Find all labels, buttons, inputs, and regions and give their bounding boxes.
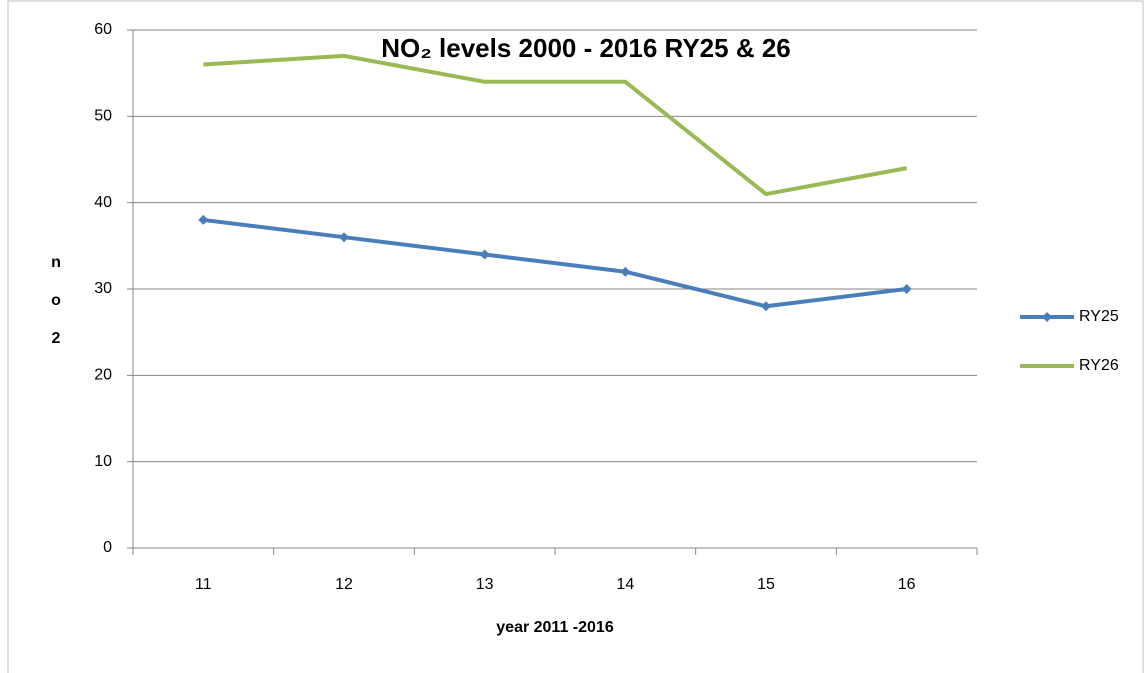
x-tick-label: 15 [757,576,775,593]
x-tick-label: 11 [195,576,212,593]
marker [339,232,349,243]
marker [198,214,209,225]
x-axis-label: year 2011 -2016 [496,619,614,636]
x-tick-label: 12 [335,576,353,593]
legend-label: RY26 [1079,357,1119,374]
marker [761,301,771,312]
y-tick-label: 10 [94,453,112,470]
marker [1042,312,1052,322]
legend-label: RY25 [1079,308,1119,325]
y-axis-label: no2 [51,254,61,347]
series-line [203,217,907,309]
series-line [203,53,908,197]
y-tick-label: 0 [103,539,112,556]
x-tick-label: 13 [476,576,494,593]
chart-title: NO₂ levels 2000 - 2016 RY25 & 26 [381,33,791,63]
marker [901,284,912,294]
y-tick-label: 20 [94,367,112,384]
marker [479,249,490,260]
x-tick-label: 14 [616,576,634,593]
x-tick-label: 16 [898,576,916,593]
y-tick-label: 40 [94,194,112,211]
y-tick-label: 30 [94,280,112,297]
marker [620,266,631,277]
y-tick-label: 60 [94,21,112,38]
chart-frame [7,0,1144,673]
y-tick-label: 50 [94,108,112,125]
